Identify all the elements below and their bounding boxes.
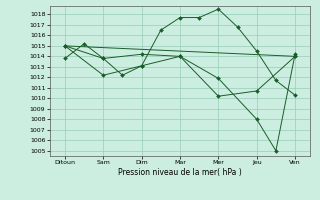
X-axis label: Pression niveau de la mer( hPa ): Pression niveau de la mer( hPa ) xyxy=(118,168,242,177)
